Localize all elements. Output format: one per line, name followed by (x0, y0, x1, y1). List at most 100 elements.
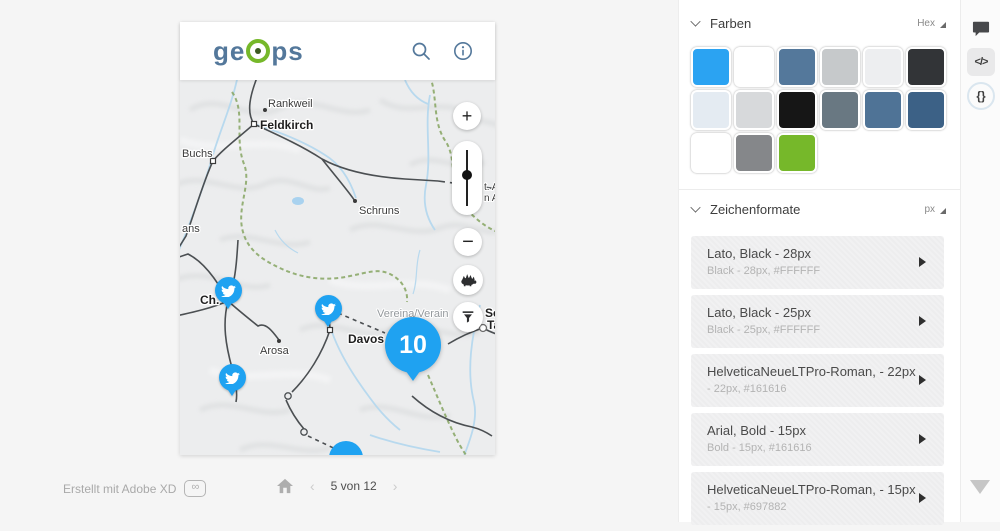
logo-text-ge: ge (213, 36, 246, 66)
color-swatch[interactable] (906, 90, 946, 130)
color-swatch[interactable] (863, 47, 903, 87)
page-indicator: 5 von 12 (330, 479, 377, 493)
disclosure-arrow-icon[interactable] (919, 375, 926, 385)
zoom-out-button[interactable]: − (454, 228, 482, 256)
character-style-card[interactable]: Arial, Bold - 15px Bold - 15px, #161616 (691, 413, 944, 466)
rivers-layer (180, 80, 481, 455)
twitter-bird-icon (320, 302, 336, 315)
twitter-map-pin[interactable] (214, 276, 242, 304)
disclosure-arrow-icon[interactable] (919, 434, 926, 444)
color-swatch[interactable] (777, 133, 817, 173)
character-style-card[interactable]: Lato, Black - 25px Black - 25px, #FFFFFF (691, 295, 944, 348)
color-swatch[interactable] (820, 90, 860, 130)
style-detail: - 15px, #697882 (707, 501, 787, 513)
map-place-label: Rankweil (268, 98, 313, 110)
map-pin-partial[interactable] (329, 441, 363, 455)
style-name: Lato, Black - 25px (707, 305, 812, 320)
flag-handle-icon[interactable] (970, 480, 990, 494)
color-swatch[interactable] (734, 47, 774, 87)
map-place-label: Vereina/Verain (377, 308, 449, 320)
home-button[interactable] (276, 478, 294, 494)
style-name: Lato, Black - 28px (707, 246, 812, 261)
credit-line: Erstellt mit Adobe XD ∞ (63, 480, 207, 497)
style-name: HelveticaNeueLTPro-Roman, - 15px (707, 482, 916, 497)
color-swatch[interactable] (691, 47, 731, 87)
color-swatch[interactable] (734, 90, 774, 130)
mockup-app-header: ge ps (180, 22, 495, 80)
station-symbols (209, 108, 488, 343)
character-style-card[interactable]: HelveticaNeueLTPro-Roman, - 22px - 22px, … (691, 354, 944, 407)
prev-page-button[interactable]: ‹ (310, 478, 315, 494)
style-detail: Black - 28px, #FFFFFF (707, 265, 821, 277)
twitter-bird-icon (220, 284, 236, 297)
map-place-label: Feldkirch (260, 118, 313, 132)
comments-tool-button[interactable] (967, 14, 995, 42)
search-icon[interactable] (411, 41, 431, 61)
geops-logo: ge ps (213, 38, 304, 64)
spiral-tunnel-symbols (284, 392, 308, 436)
dropdown-corner-icon (940, 207, 946, 214)
colors-unit-value: Hex (917, 17, 935, 29)
next-page-button[interactable]: › (392, 478, 398, 494)
code-view-tool-button[interactable]: </> (967, 48, 995, 76)
disclosure-arrow-icon[interactable] (919, 493, 926, 503)
animal-layer-button[interactable] (453, 265, 483, 295)
zoom-slider-knob[interactable] (462, 170, 472, 180)
map-place-label: ans (182, 223, 200, 235)
style-name: Arial, Bold - 15px (707, 423, 806, 438)
color-swatch-grid (691, 47, 951, 173)
disclosure-arrow-icon[interactable] (919, 316, 926, 326)
colors-unit-dropdown[interactable]: Hex (917, 18, 946, 29)
hedgehog-icon (461, 274, 477, 287)
color-swatch[interactable] (691, 133, 731, 173)
twitter-map-pin[interactable] (218, 363, 246, 391)
filter-button[interactable] (453, 302, 483, 332)
typography-unit-value: px (924, 203, 935, 215)
color-swatch[interactable] (820, 47, 860, 87)
data-braces-tool-button[interactable]: {} (967, 82, 995, 110)
colors-section-title: Farben (710, 15, 752, 31)
disclosure-arrow-icon[interactable] (919, 257, 926, 267)
filter-funnel-icon (462, 311, 474, 323)
cluster-map-pin[interactable]: 10 (385, 317, 441, 373)
character-style-card[interactable]: HelveticaNeueLTPro-Roman, - 15px - 15px, … (691, 472, 944, 525)
typography-section-header[interactable]: Zeichenformate px (690, 198, 946, 220)
color-swatch[interactable] (777, 47, 817, 87)
chevron-down-icon[interactable] (690, 202, 701, 213)
map-place-label: Davos (348, 332, 384, 346)
map-place-label: Scu (485, 306, 495, 320)
border-layer (231, 80, 495, 455)
section-divider (679, 189, 960, 190)
twitter-bird-icon (224, 371, 240, 384)
typography-section-title: Zeichenformate (710, 201, 801, 217)
map-place-label: t. A (484, 182, 495, 193)
color-swatch[interactable] (691, 90, 731, 130)
style-name: HelveticaNeueLTPro-Roman, - 22px (707, 364, 916, 379)
style-detail: - 22px, #161616 (707, 383, 787, 395)
color-swatch[interactable] (777, 90, 817, 130)
character-style-card[interactable]: Lato, Black - 28px Black - 28px, #FFFFFF (691, 236, 944, 289)
style-detail: Black - 25px, #FFFFFF (707, 324, 821, 336)
chevron-down-icon[interactable] (690, 16, 701, 27)
map-place-label: Buchs (182, 148, 213, 160)
artboard-mobile-mockup[interactable]: ge ps (180, 22, 495, 455)
comment-icon (972, 21, 990, 36)
creative-cloud-icon: ∞ (184, 480, 207, 497)
character-style-list: Lato, Black - 28px Black - 28px, #FFFFFF L… (691, 236, 944, 531)
color-swatch[interactable] (906, 47, 946, 87)
colors-section-header[interactable]: Farben Hex (690, 12, 946, 34)
info-icon[interactable] (453, 41, 473, 61)
map-place-label: Arosa (260, 345, 290, 357)
zoom-slider[interactable] (452, 141, 482, 215)
typography-unit-dropdown[interactable]: px (924, 204, 946, 215)
map-place-label: n A (484, 193, 495, 204)
color-swatch[interactable] (734, 133, 774, 173)
logo-green-ring-icon (246, 39, 271, 63)
map-place-label: Tar (487, 318, 495, 332)
color-swatch[interactable] (863, 90, 903, 130)
zoom-in-button[interactable]: + (453, 102, 481, 130)
twitter-map-pin[interactable] (314, 294, 342, 322)
